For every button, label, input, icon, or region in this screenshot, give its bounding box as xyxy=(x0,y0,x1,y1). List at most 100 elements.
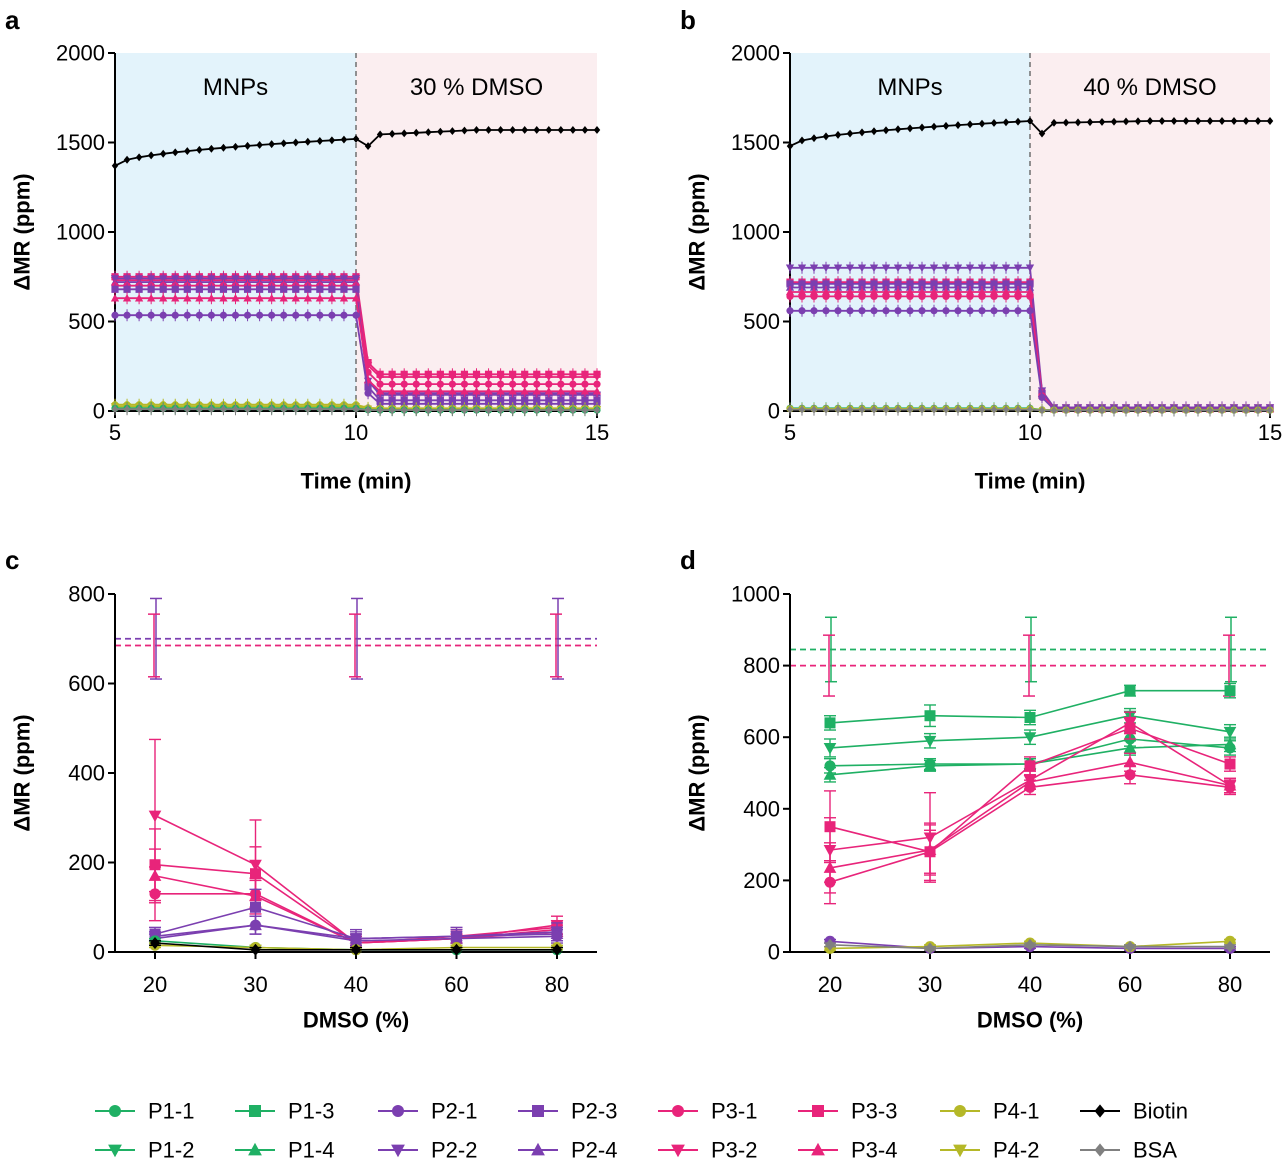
data-point xyxy=(375,373,385,382)
series-P3-4 xyxy=(823,752,1237,894)
data-point xyxy=(472,380,481,388)
legend: P1-1 P1-3 P2-1 P2-3 P3-1 P3-3 P4-1 Biotin P1-2 P1… xyxy=(95,1099,1188,1163)
data-point xyxy=(533,406,540,415)
data-point xyxy=(942,307,950,315)
data-point xyxy=(786,142,794,151)
data-point xyxy=(460,386,469,395)
data-point xyxy=(954,292,962,301)
data-point xyxy=(882,307,890,315)
y-tick-label: 1000 xyxy=(731,220,780,245)
legend-label: P2-3 xyxy=(571,1099,617,1124)
data-point xyxy=(135,153,143,162)
data-point xyxy=(990,405,998,414)
y-tick-label: 0 xyxy=(768,399,780,424)
data-point xyxy=(159,311,167,319)
data-point xyxy=(568,373,578,382)
legend-label: P2-4 xyxy=(571,1138,617,1163)
data-point xyxy=(798,136,806,145)
legend-swatch-marker xyxy=(954,1105,966,1117)
data-point xyxy=(376,130,384,139)
data-point xyxy=(521,406,528,415)
data-point xyxy=(858,307,866,315)
data-point xyxy=(147,285,155,293)
data-point xyxy=(256,405,263,414)
legend-item-P2-3: P2-3 xyxy=(518,1099,617,1124)
panel-a: a MNPs 30 % DMSO 0 500 1000 1500 2000 5 10 15 Time … xyxy=(5,5,609,494)
data-point xyxy=(350,935,362,947)
legend-swatch-marker xyxy=(248,1142,262,1156)
data-point xyxy=(1038,129,1046,138)
data-point xyxy=(268,285,276,293)
data-point xyxy=(823,768,837,780)
data-point xyxy=(1223,726,1237,739)
data-point xyxy=(917,264,927,273)
data-point xyxy=(412,380,420,388)
y-tick-label: 1000 xyxy=(731,582,780,607)
x-tick-label: 40 xyxy=(344,972,368,997)
data-point xyxy=(1050,406,1058,415)
series-BSA xyxy=(824,938,1236,955)
data-point xyxy=(364,406,372,414)
data-point xyxy=(316,405,324,414)
data-point xyxy=(556,386,565,395)
data-point xyxy=(171,311,179,319)
data-point xyxy=(509,406,516,415)
data-point xyxy=(953,264,963,273)
data-point xyxy=(292,138,299,147)
legend-swatch-marker xyxy=(812,1105,824,1117)
data-point xyxy=(364,142,372,151)
x-tick-label: 10 xyxy=(1018,420,1042,445)
data-point xyxy=(786,307,794,315)
data-point xyxy=(352,311,360,319)
data-point xyxy=(894,292,902,301)
panel-letter: c xyxy=(5,545,19,575)
data-point xyxy=(557,126,565,134)
data-point xyxy=(545,380,553,388)
data-point xyxy=(990,307,998,315)
data-point xyxy=(244,141,251,150)
data-point xyxy=(846,129,854,138)
data-point xyxy=(520,386,529,395)
data-point xyxy=(388,380,396,388)
data-point xyxy=(231,293,240,302)
data-point xyxy=(256,311,264,319)
data-point xyxy=(1026,405,1034,414)
data-point xyxy=(942,292,950,301)
panel-letter: b xyxy=(680,5,696,35)
legend-swatch-marker xyxy=(811,1142,825,1156)
data-point xyxy=(460,373,469,382)
data-point xyxy=(1158,117,1166,125)
data-point xyxy=(207,285,215,293)
data-point xyxy=(159,293,168,302)
data-point xyxy=(232,142,239,151)
data-point xyxy=(412,373,421,382)
legend-item-P3-2: P3-2 xyxy=(658,1138,757,1163)
data-point xyxy=(292,285,300,293)
series-P1-2 xyxy=(823,707,1237,758)
data-point xyxy=(1024,781,1036,793)
x-axis-title: Time (min) xyxy=(301,469,412,494)
data-point xyxy=(1242,117,1250,125)
legend-label: P2-2 xyxy=(431,1138,477,1163)
data-point xyxy=(894,307,902,315)
legend-swatch-marker xyxy=(531,1142,545,1156)
data-point xyxy=(352,285,360,293)
legend-label: P1-2 xyxy=(148,1138,194,1163)
y-tick-label: 600 xyxy=(743,725,780,750)
data-point xyxy=(256,285,264,293)
data-point xyxy=(256,141,263,149)
series-P3-2 xyxy=(148,738,564,953)
data-point xyxy=(521,126,528,134)
data-point xyxy=(328,311,336,319)
data-point xyxy=(207,311,215,319)
legend-swatch-marker xyxy=(249,1105,261,1117)
legend-label: P1-3 xyxy=(288,1099,334,1124)
data-point xyxy=(930,307,938,315)
legend-item-P4-2: P4-2 xyxy=(940,1138,1039,1163)
data-point xyxy=(1123,741,1137,753)
legend-item-P2-1: P2-1 xyxy=(378,1099,477,1124)
data-point xyxy=(1206,406,1214,415)
data-point xyxy=(581,406,589,415)
data-point xyxy=(521,380,529,388)
data-point xyxy=(1013,264,1023,273)
